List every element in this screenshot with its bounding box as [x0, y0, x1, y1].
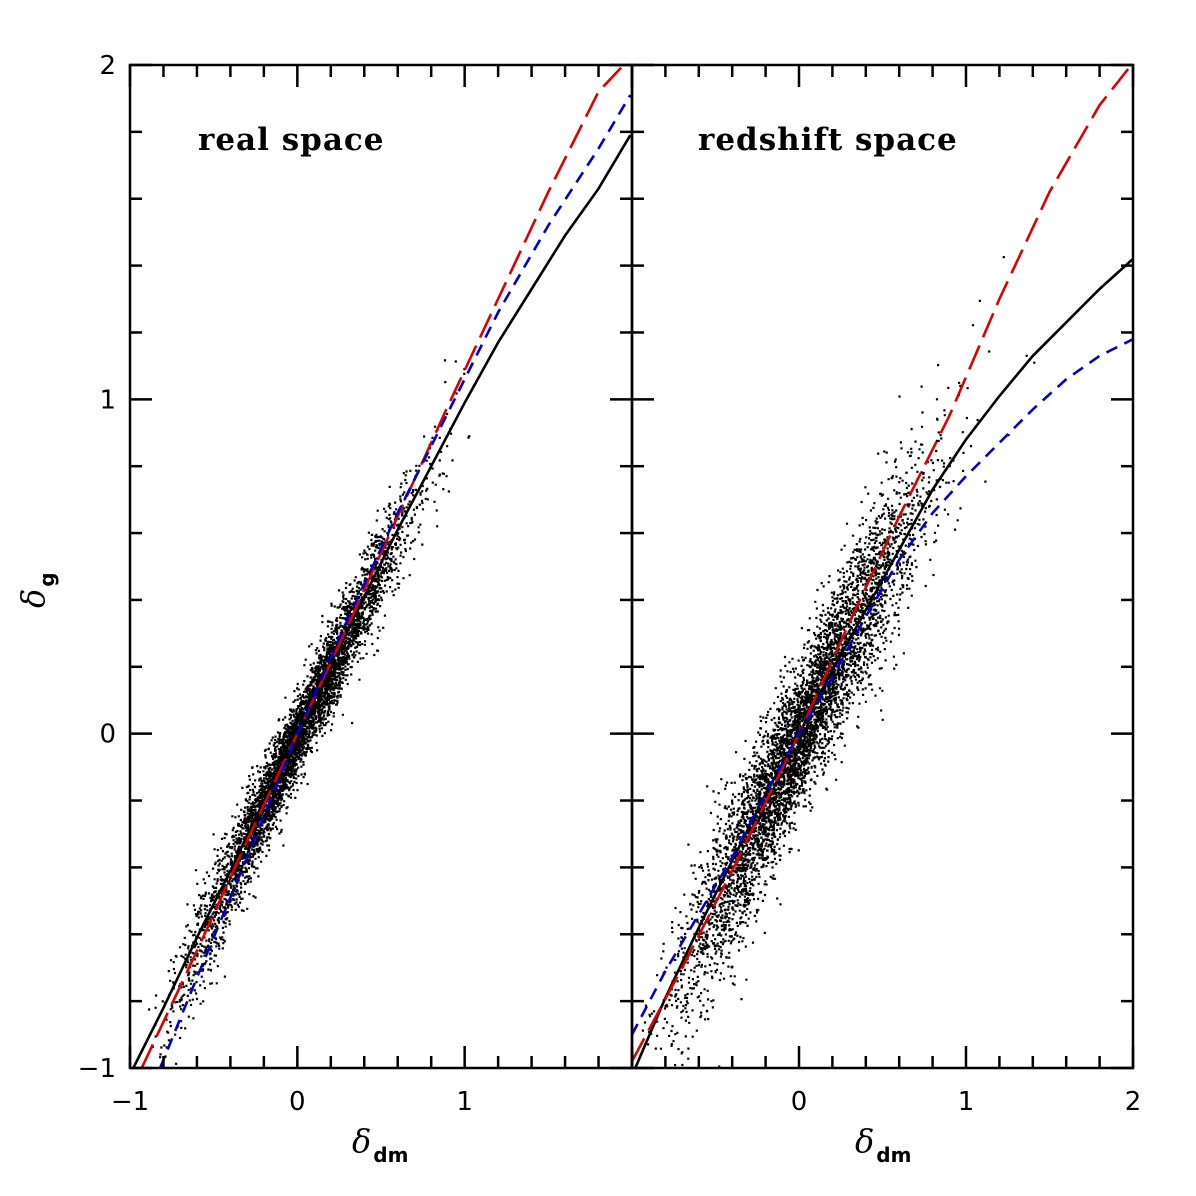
y-axis-label-sub: g — [35, 572, 59, 586]
fit-lines-redshift-space — [632, 65, 1133, 1068]
y-axis-label-main: δ — [14, 589, 52, 608]
y-tick-labels: −1 0 1 2 — [78, 51, 116, 1084]
x-tick-label: 1 — [958, 1087, 975, 1117]
scatter-point-cloud — [148, 359, 471, 1065]
fit-lines-real-space — [132, 65, 632, 1068]
fit-line-long-dash — [140, 65, 625, 1068]
x-axis-label-main-right: δ — [855, 1122, 874, 1160]
panel-label-real-space: real space — [198, 122, 385, 158]
x-tick-label: 2 — [1125, 1087, 1142, 1117]
fit-line-long-dash — [632, 65, 1133, 1062]
x-tick-label: 0 — [791, 1087, 808, 1117]
panel-real-space: real space −1 0 1 −1 0 1 2 — [78, 51, 634, 1117]
panel-redshift-space: redshift space 0 1 2 — [630, 63, 1142, 1117]
x-axis-label-left: δ dm — [352, 1122, 408, 1167]
y-axis-label: δg — [14, 572, 59, 608]
y-tick-label: 1 — [99, 385, 116, 415]
x-axis-label-sub-right: dm — [876, 1143, 911, 1167]
y-tick-label: 0 — [99, 720, 116, 750]
ticks-redshift-space — [630, 63, 1135, 1070]
x-tick-label: 1 — [456, 1087, 473, 1117]
scatter-points-real-space — [148, 359, 471, 1065]
x-axis-label-sub-left: dm — [373, 1143, 408, 1167]
fit-line-solid — [132, 134, 632, 1068]
x-tick-label: 0 — [289, 1087, 306, 1117]
x-tick-labels-real-space: −1 0 1 — [111, 1087, 473, 1117]
x-axis-label-main-left: δ — [352, 1122, 371, 1160]
scatter-points-redshift-space — [641, 256, 1036, 1068]
scatter-point-cloud — [641, 256, 1036, 1068]
x-tick-labels-redshift-space: 0 1 2 — [791, 1087, 1142, 1117]
fit-line-solid — [634, 257, 1133, 1068]
fit-line-short-dash — [158, 94, 632, 1068]
x-tick-label: −1 — [111, 1087, 149, 1117]
fit-line-short-dash — [632, 338, 1133, 1036]
y-tick-label: −1 — [78, 1054, 116, 1084]
y-tick-label: 2 — [99, 51, 116, 81]
panel-label-redshift-space: redshift space — [698, 122, 958, 158]
panel-frame-redshift-space — [630, 63, 1135, 1070]
x-axis-label-right: δ dm — [855, 1122, 911, 1167]
